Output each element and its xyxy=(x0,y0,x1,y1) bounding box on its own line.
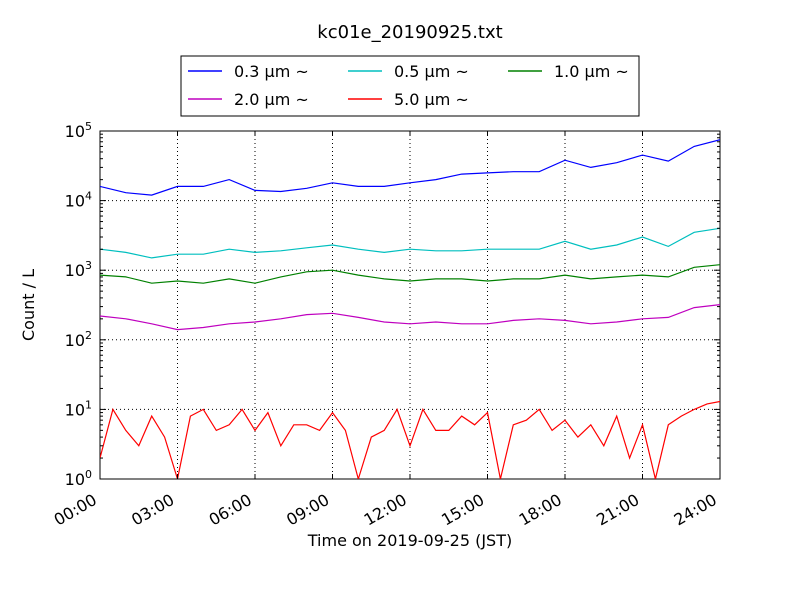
legend-label-2: 1.0 μm ~ xyxy=(554,62,629,81)
y-tick-label: 105 xyxy=(65,120,92,141)
legend-label-0: 0.3 μm ~ xyxy=(234,62,309,81)
series-lines xyxy=(100,139,720,479)
series-line-2 xyxy=(100,264,720,284)
y-tick-label: 100 xyxy=(65,468,92,489)
series-line-0 xyxy=(100,139,720,196)
chart-title: kc01e_20190925.txt xyxy=(317,22,502,43)
x-axis-label: Time on 2019-09-25 (JST) xyxy=(307,531,512,550)
y-tick-label: 102 xyxy=(65,329,92,350)
grid-lines xyxy=(100,131,720,479)
legend-label-4: 5.0 μm ~ xyxy=(394,90,469,109)
y-tick-label: 103 xyxy=(65,259,92,280)
y-tick-label: 101 xyxy=(65,398,92,419)
legend-label-1: 0.5 μm ~ xyxy=(394,62,469,81)
legend: 0.3 μm ~ 0.5 μm ~ 1.0 μm ~ 2.0 μm ~ 5.0 μm ~ xyxy=(180,55,640,117)
legend-box xyxy=(180,55,640,117)
legend-label-3: 2.0 μm ~ xyxy=(234,90,309,109)
series-line-3 xyxy=(100,304,720,331)
y-tick-label: 104 xyxy=(65,190,92,211)
series-line-1 xyxy=(100,227,720,259)
y-axis-label: Count / L xyxy=(19,269,38,341)
series-line-4 xyxy=(100,400,720,479)
